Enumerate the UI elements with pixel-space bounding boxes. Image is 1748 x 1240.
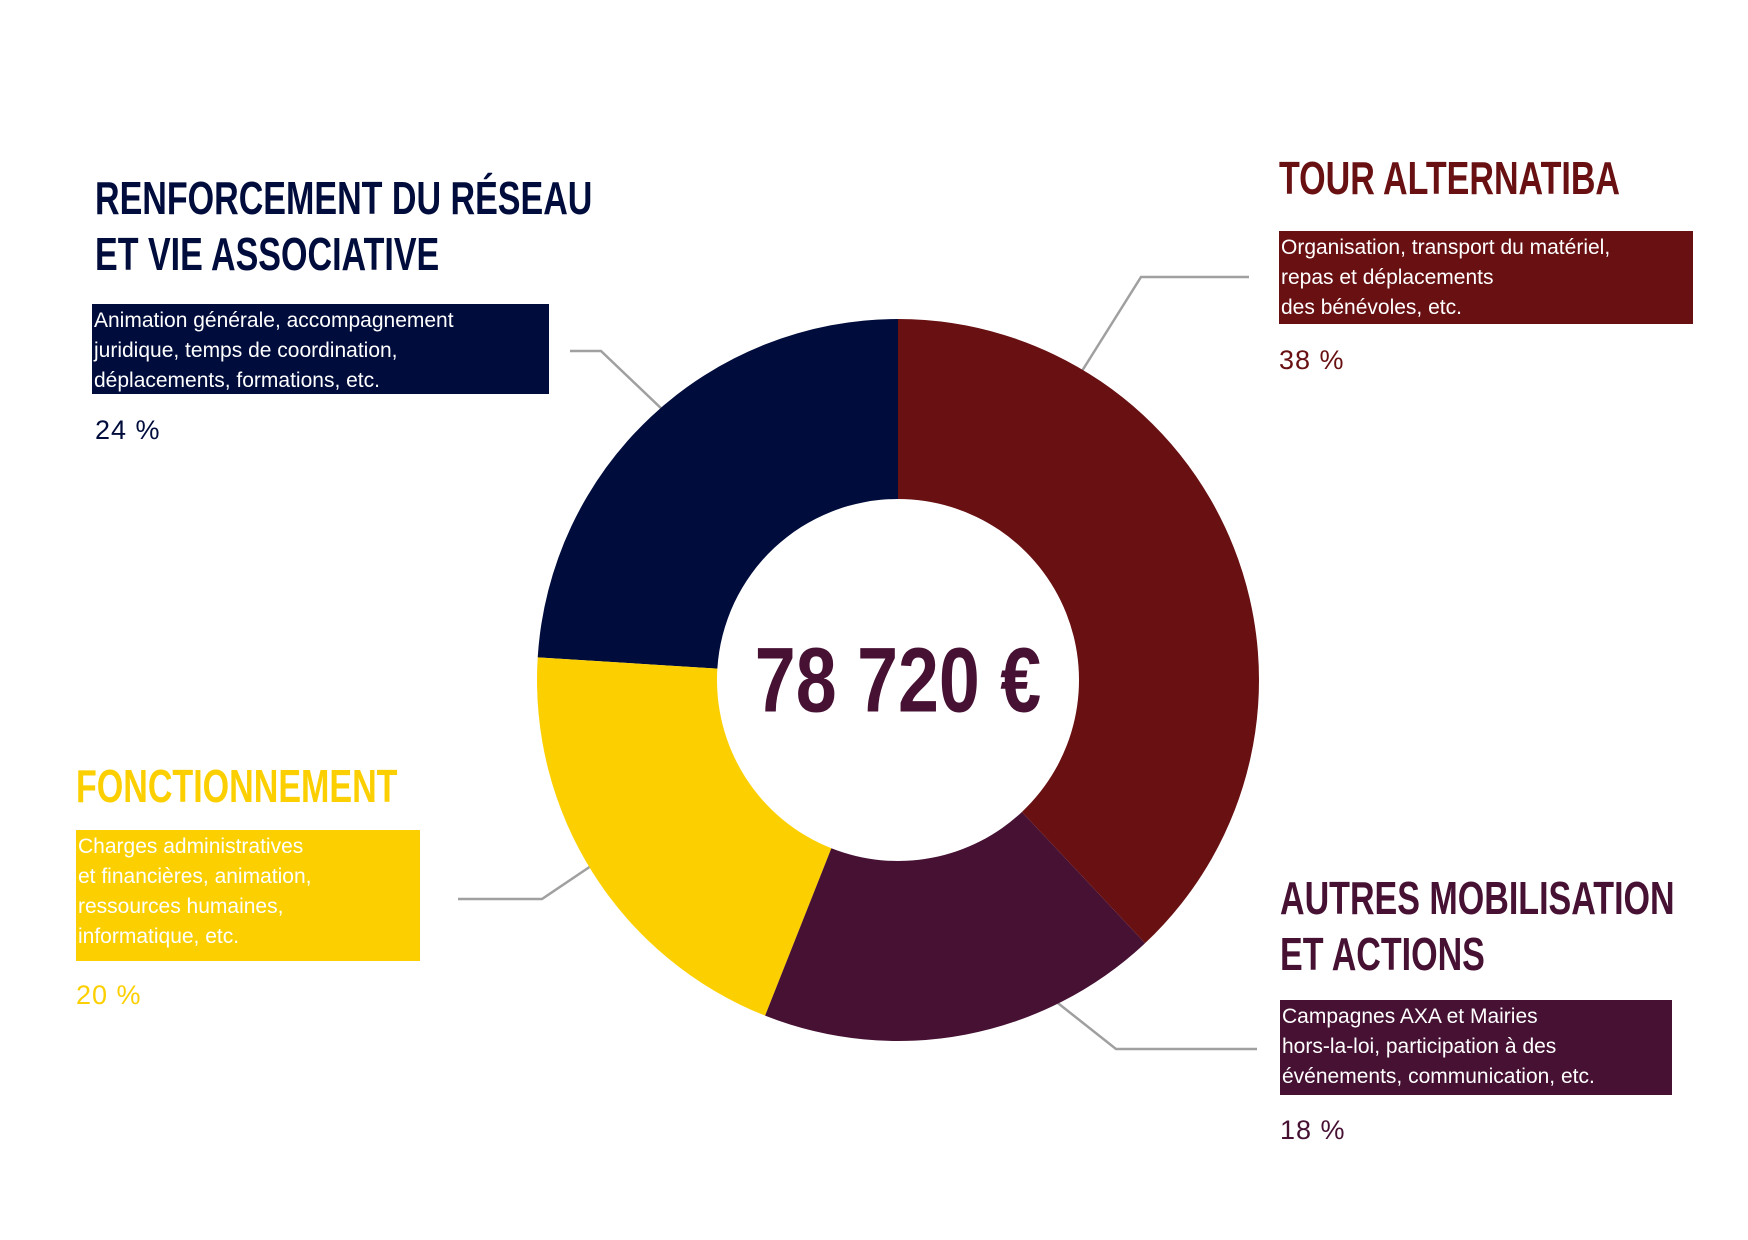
value-label: 24 % [95,415,161,445]
donut-slice [537,319,898,669]
segment-description: Animation générale, accompagnement jurid… [92,304,549,394]
segment-description: Campagnes AXA et Mairies hors-la-loi, pa… [1280,1000,1672,1095]
donut-slice [537,657,832,1016]
donut-slice [765,811,1146,1041]
segment-title: FONCTIONNEMENT [76,760,398,812]
segment-title: AUTRES MOBILISATION ET ACTIONS [1280,872,1675,980]
value-label: 20 % [76,980,142,1010]
center-label: 78 720 € [755,629,1041,732]
value-label: 38 % [1279,345,1345,375]
value-label: 18 % [1280,1115,1346,1145]
segment-title: RENFORCEMENT DU RÉSEAU ET VIE ASSOCIATIV… [95,172,593,280]
segment-description: Organisation, transport du matériel, rep… [1279,231,1693,324]
segment-description: Charges administratives et financières, … [76,830,420,961]
donut-slice [898,319,1259,944]
segment-title: TOUR ALTERNATIBA [1279,152,1621,204]
leader-line [570,349,666,413]
leader-line [1080,275,1249,372]
leader-line [1053,999,1257,1051]
leader-line [458,864,592,901]
